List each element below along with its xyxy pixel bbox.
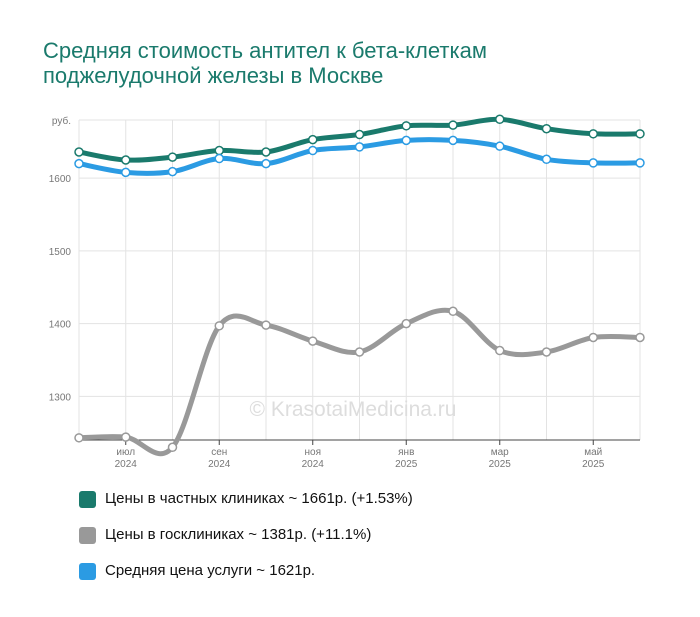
x-tick-label-year: 2024 <box>208 459 231 470</box>
legend-label-average: Средняя цена услуги ~ 1621р. <box>105 562 316 579</box>
data-point-average <box>495 141 505 151</box>
data-point-average <box>214 153 224 164</box>
y-axis-label: руб. <box>52 115 71 127</box>
data-point-average <box>121 167 131 178</box>
line-chart: 1300140015001600руб.июл2024сен2024ноя202… <box>49 114 645 470</box>
y-tick-label: 1400 <box>49 320 72 331</box>
legend-label-private: Цены в частных клиниках ~ 1661р. (+1.53%… <box>105 490 413 507</box>
data-point-average <box>308 145 318 156</box>
data-point-public <box>74 433 84 443</box>
data-point-average <box>588 158 598 168</box>
legend-swatch-private <box>79 491 96 508</box>
data-point-public <box>214 321 224 331</box>
chart-title-line-1: Средняя стоимость антител к бета-клеткам <box>43 38 487 63</box>
data-point-private <box>635 129 645 139</box>
data-point-private <box>588 129 598 139</box>
data-point-private <box>121 155 131 165</box>
x-tick-label-year: 2024 <box>115 459 138 470</box>
x-tick-label-year: 2024 <box>302 459 325 470</box>
data-point-average <box>635 158 645 168</box>
x-tick-label-year: 2025 <box>395 459 418 470</box>
y-tick-label: 1500 <box>49 247 72 258</box>
data-point-public <box>588 332 598 343</box>
y-tick-label: 1300 <box>49 392 72 403</box>
data-point-public <box>167 442 178 453</box>
legend-label-public: Цены в госклиниках ~ 1381р. (+11.1%) <box>105 526 372 543</box>
data-point-average <box>354 142 365 152</box>
data-point-average <box>167 166 178 177</box>
data-point-private <box>354 129 365 140</box>
x-tick-label-month: янв <box>398 447 414 458</box>
data-point-public <box>308 336 318 346</box>
x-tick-label-month: июл <box>116 447 135 458</box>
data-point-public <box>635 332 645 343</box>
data-point-private <box>308 134 318 145</box>
y-tick-label: 1600 <box>49 174 72 185</box>
x-tick-label-month: ноя <box>305 447 322 458</box>
data-point-public <box>354 347 365 357</box>
data-point-average <box>401 135 411 146</box>
chart-title-line-2: поджелудочной железы в Москве <box>43 63 384 88</box>
data-point-private <box>74 147 84 157</box>
x-tick-label-year: 2025 <box>489 459 512 470</box>
data-point-public <box>121 432 131 442</box>
x-tick-label-month: сен <box>211 447 227 458</box>
data-point-average <box>74 158 84 169</box>
data-point-average <box>261 158 271 169</box>
data-point-average <box>448 135 458 146</box>
data-point-private <box>495 114 505 125</box>
data-point-private <box>214 145 224 156</box>
data-point-public <box>448 306 458 317</box>
x-tick-label-month: май <box>584 447 602 458</box>
watermark: © KrasotaiMedicina.ru <box>250 398 457 421</box>
data-point-private <box>261 147 271 157</box>
legend-swatch-average <box>79 563 96 580</box>
data-point-private <box>541 123 552 134</box>
data-point-private <box>401 121 411 131</box>
x-tick-label-year: 2025 <box>582 459 605 470</box>
data-point-public <box>541 347 552 357</box>
data-point-private <box>448 120 458 130</box>
chart-title: Средняя стоимость антител к бета-клеткам… <box>43 38 663 88</box>
data-point-average <box>541 154 552 165</box>
x-tick-label-month: мар <box>491 447 509 458</box>
data-point-private <box>167 152 178 162</box>
legend-swatch-public <box>79 527 96 544</box>
data-point-public <box>401 318 411 329</box>
data-point-public <box>495 345 505 356</box>
data-point-public <box>261 320 271 330</box>
